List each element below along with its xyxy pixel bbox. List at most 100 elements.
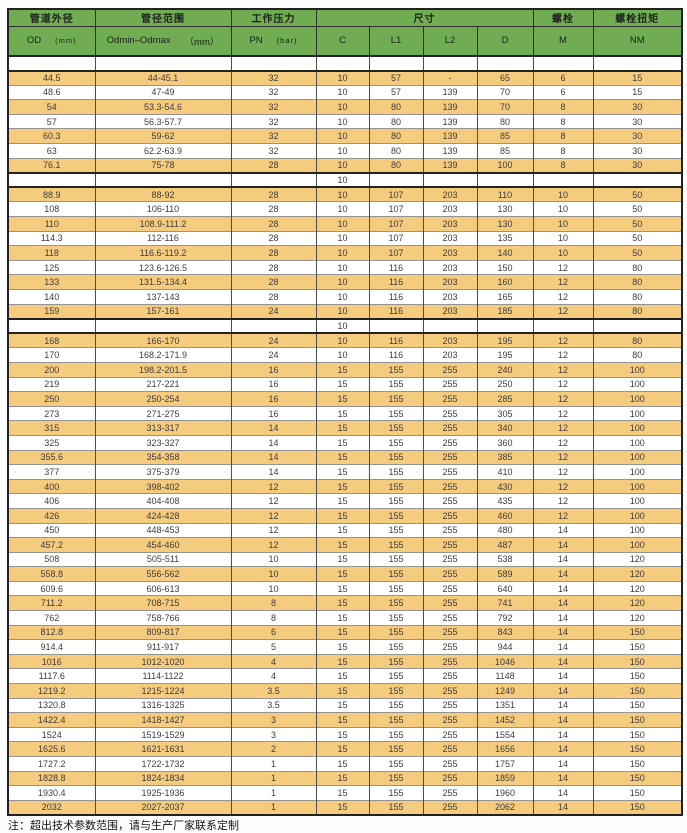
- cell-l1: 155: [368, 683, 424, 699]
- cell-pn: 32: [230, 70, 317, 86]
- cell-range: 505-511: [94, 552, 232, 567]
- cell-nm: 80: [592, 274, 683, 290]
- cell-nm: [592, 172, 683, 188]
- cell-c: 15: [315, 800, 370, 815]
- cell-nm: 50: [592, 231, 683, 246]
- header-diameter-range-group: 管径范围: [94, 8, 232, 27]
- cell-od: 140: [7, 289, 96, 305]
- cell-d: 360: [476, 435, 534, 451]
- cell-c: 15: [315, 625, 370, 640]
- cell-range: 88-92: [94, 187, 232, 202]
- cell-m: 14: [532, 727, 594, 742]
- cell-l2: 203: [422, 260, 478, 275]
- cell-l1: 116: [368, 260, 424, 275]
- cell-range: 454-460: [94, 537, 232, 553]
- header-c: C: [315, 25, 370, 57]
- cell-d: 130: [476, 216, 534, 232]
- cell-l1: 155: [368, 756, 424, 772]
- cell-od: 60.3: [7, 128, 96, 144]
- cell-l2: 255: [422, 639, 478, 655]
- cell-range: 106-110: [94, 201, 232, 217]
- cell-range: 53.3-54.6: [94, 99, 232, 115]
- header-nm: NM: [592, 25, 683, 57]
- cell-l1: 155: [368, 435, 424, 451]
- blank-row: [7, 56, 683, 71]
- spec-row: 1727.2 1722-1732 1 15 155 255 1757 14 150: [7, 756, 683, 772]
- cell-pn: 24: [230, 347, 317, 363]
- spec-row: 406 404-408 12 15 155 255 435 12 100: [7, 493, 683, 509]
- cell-l2: 139: [422, 114, 478, 129]
- cell-range: 250-254: [94, 391, 232, 407]
- header-od-unit: (mm): [55, 36, 77, 46]
- cell-l2: 255: [422, 450, 478, 465]
- table-header: 管道外径 管径范围 工作压力 尺寸 螺栓 螺栓扭矩 OD (mm) Odmin–…: [7, 8, 683, 57]
- cell-od: [7, 318, 96, 334]
- cell-l2: 139: [422, 158, 478, 173]
- cell-m: 12: [532, 435, 594, 451]
- cell-l2: 255: [422, 493, 478, 509]
- cell-nm: 100: [592, 508, 683, 523]
- spec-row: 762 758-766 8 15 155 255 792 14 120: [7, 610, 683, 626]
- cell-nm: 150: [592, 654, 683, 669]
- cell-l1: 155: [368, 595, 424, 611]
- cell-nm: 80: [592, 289, 683, 305]
- cell-nm: 100: [592, 362, 683, 378]
- cell-l1: 155: [368, 493, 424, 509]
- cell-m: 12: [532, 406, 594, 421]
- cell-pn: 14: [230, 435, 317, 451]
- cell-m: 14: [532, 683, 594, 699]
- cell-c: 10: [315, 114, 370, 129]
- cell-c: 10: [315, 318, 370, 334]
- cell-d: 1452: [476, 712, 534, 728]
- table-body: 44.5 44-45.1 32 10 57-65 6 15 48.6 47-49 32 10 57 13…: [7, 56, 683, 815]
- cell-od: 1320.8: [7, 698, 96, 713]
- cell-pn: 14: [230, 464, 317, 480]
- header-odmin-odmax-label: Odmin–Odmax: [106, 35, 171, 47]
- cell-nm: 100: [592, 377, 683, 392]
- cell-d: 1656: [476, 741, 534, 757]
- cell-nm: 150: [592, 639, 683, 655]
- cell-od: [7, 172, 96, 188]
- header-pn-unit: (bar): [276, 36, 298, 46]
- cell-pn: 28: [230, 274, 317, 290]
- cell-nm: 50: [592, 187, 683, 202]
- cell-c: 10: [315, 70, 370, 86]
- cell-d: 195: [476, 347, 534, 363]
- spec-row: 426 424-428 12 15 155 255 460 12 100: [7, 508, 683, 523]
- cell-od: 57: [7, 114, 96, 129]
- cell-l2: 203: [422, 333, 478, 348]
- cell-pn: 28: [230, 216, 317, 232]
- cell-c: 10: [315, 347, 370, 363]
- cell-c: 15: [315, 377, 370, 392]
- cell-c: 15: [315, 406, 370, 421]
- cell-l1: 155: [368, 800, 424, 815]
- cell-d: 340: [476, 420, 534, 436]
- cell-l1: 155: [368, 479, 424, 494]
- cell-l1: 155: [368, 377, 424, 392]
- cell-m: 14: [532, 537, 594, 553]
- cell-range: 556-562: [94, 566, 232, 582]
- cell-d: 589: [476, 566, 534, 582]
- cell-m: 14: [532, 639, 594, 655]
- cell-m: 6: [532, 85, 594, 100]
- cell-l2: 255: [422, 479, 478, 494]
- cell-d: 70: [476, 85, 534, 100]
- cell-nm: 80: [592, 333, 683, 348]
- cell-c: 15: [315, 391, 370, 407]
- cell-m: 12: [532, 479, 594, 494]
- spec-row: 914.4 911-917 5 15 155 255 944 14 150: [7, 639, 683, 655]
- cell-nm: 50: [592, 216, 683, 232]
- cell-range: 62.2-63.9: [94, 143, 232, 159]
- cell-c: 15: [315, 552, 370, 567]
- spec-row: 110 108.9-111.2 28 10 107 203 130 10 50: [7, 216, 683, 232]
- cell-nm: 100: [592, 479, 683, 494]
- cell-pn: 3: [230, 727, 317, 742]
- cell-od: 1219.2: [7, 683, 96, 699]
- cell-d: 792: [476, 610, 534, 626]
- cell-nm: 30: [592, 114, 683, 129]
- spec-row: 450 448-453 12 15 155 255 480 14 100: [7, 523, 683, 538]
- cell-pn: 6: [230, 625, 317, 640]
- cell-od: 219: [7, 377, 96, 392]
- cell-m: 8: [532, 114, 594, 129]
- cell-c: 15: [315, 537, 370, 553]
